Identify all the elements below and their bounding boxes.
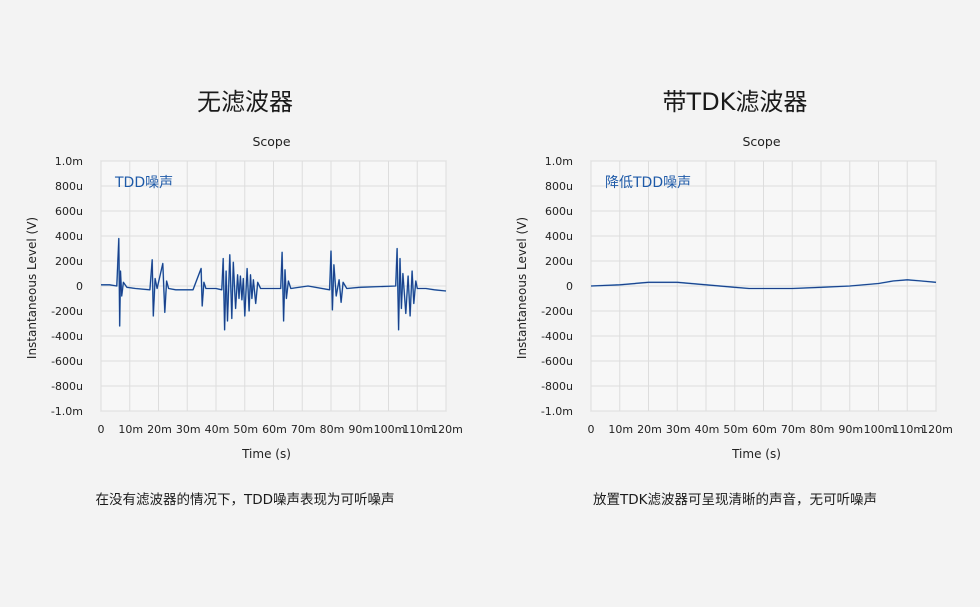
y-tick-label: 1.0m [545, 155, 573, 168]
noise-annotation: 降低TDD噪声 [605, 175, 691, 191]
panel-heading: 带TDK滤波器 [662, 88, 808, 116]
noise-annotation: TDD噪声 [114, 175, 173, 191]
x-tick-label: 10m [608, 423, 633, 436]
y-tick-label: -400u [51, 330, 83, 343]
x-tick-label: 90m [348, 423, 373, 436]
y-tick-label: 400u [55, 230, 83, 243]
x-tick-label: 80m [320, 423, 345, 436]
x-axis-label: Time (s) [731, 447, 781, 461]
y-axis-label: Instantaneous Level (V) [25, 217, 39, 359]
x-tick-label: 120m [431, 423, 463, 436]
x-tick-label: 60m [752, 423, 777, 436]
y-tick-label: 200u [545, 255, 573, 268]
panel-right: 带TDK滤波器 1.0m 800u 600u 400u 200u 0 -200u -400u -… [490, 0, 980, 607]
y-tick-label: 1.0m [55, 155, 83, 168]
y-tick-label: -800u [541, 380, 573, 393]
x-tick-label: 20m [147, 423, 172, 436]
x-tick-label: 110m [892, 423, 924, 436]
panel-caption: 放置TDK滤波器可呈现清晰的声音，无可听噪声 [593, 492, 877, 508]
signal-trace [590, 279, 937, 290]
x-tick-label: 30m [666, 423, 691, 436]
y-tick-label: 0 [76, 280, 83, 293]
x-tick-label: 50m [233, 423, 258, 436]
y-tick-label: 800u [55, 180, 83, 193]
panel-caption: 在没有滤波器的情况下，TDD噪声表现为可听噪声 [95, 492, 395, 508]
x-tick-label: 10m [118, 423, 143, 436]
x-tick-label: 0 [98, 423, 105, 436]
x-tick-label: 50m [723, 423, 748, 436]
x-tick-label: 60m [262, 423, 287, 436]
y-tick-label: -600u [51, 355, 83, 368]
y-tick-label: 0 [566, 280, 573, 293]
signal-trace [101, 237, 447, 331]
scope-chart-with-filter: 1.0m 800u 600u 400u 200u 0 -200u -400u -600u -800… [515, 134, 953, 461]
panel-heading: 无滤波器 [197, 88, 293, 116]
y-tick-label: -1.0m [541, 405, 573, 418]
y-tick-label: -200u [541, 305, 573, 318]
y-tick-label: 600u [55, 205, 83, 218]
scope-chart-no-filter: 1.0m 800u 600u 400u 200u 0 -200u -400u -600u -800… [25, 134, 463, 461]
x-tick-label: 110m [402, 423, 434, 436]
x-tick-label: 70m [781, 423, 806, 436]
x-tick-label: 70m [291, 423, 316, 436]
y-tick-label: 200u [55, 255, 83, 268]
x-tick-label: 30m [176, 423, 201, 436]
y-axis-label: Instantaneous Level (V) [515, 217, 529, 359]
y-tick-label: 400u [545, 230, 573, 243]
y-tick-label: 800u [545, 180, 573, 193]
x-tick-label: 100m [374, 423, 406, 436]
x-tick-label: 90m [838, 423, 863, 436]
x-tick-label: 20m [637, 423, 662, 436]
x-tick-label: 120m [921, 423, 953, 436]
y-tick-label: -400u [541, 330, 573, 343]
y-tick-label: -800u [51, 380, 83, 393]
y-tick-label: -200u [51, 305, 83, 318]
y-tick-label: -1.0m [51, 405, 83, 418]
x-tick-label: 0 [588, 423, 595, 436]
x-tick-label: 100m [864, 423, 896, 436]
x-tick-label: 40m [695, 423, 720, 436]
chart-title: Scope [252, 134, 290, 149]
chart-title: Scope [742, 134, 780, 149]
x-axis-label: Time (s) [241, 447, 291, 461]
panel-left: 无滤波器 1.0m 800u 600u 400u 200u 0 -200u -400u -600… [25, 88, 463, 508]
x-tick-label: 80m [810, 423, 835, 436]
y-tick-label: -600u [541, 355, 573, 368]
y-tick-label: 600u [545, 205, 573, 218]
x-tick-label: 40m [205, 423, 230, 436]
